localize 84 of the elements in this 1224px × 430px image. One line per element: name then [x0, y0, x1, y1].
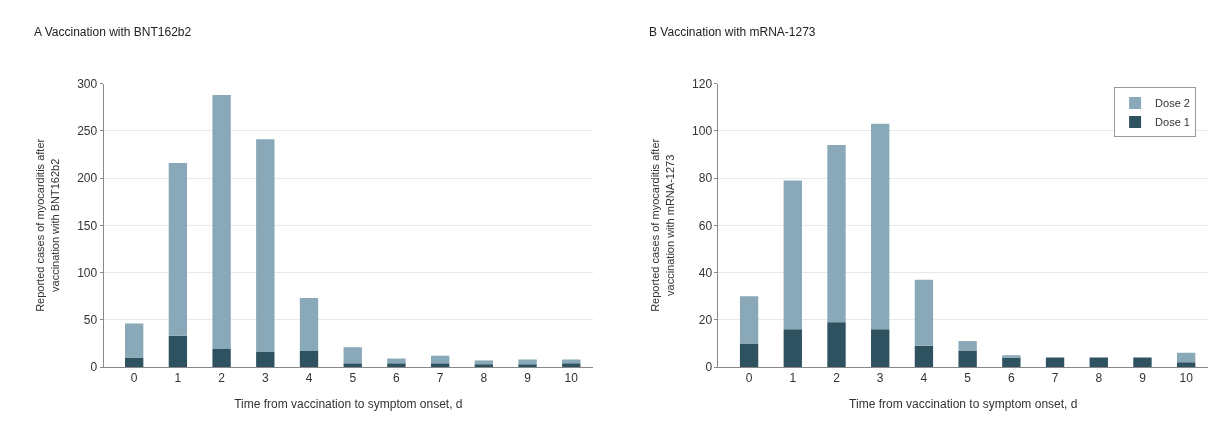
y-tick-label: 250 [77, 124, 98, 139]
bar [518, 359, 537, 365]
y-tick-label: 300 [77, 76, 98, 91]
bar [343, 363, 362, 368]
y-tick-label: 200 [77, 171, 98, 186]
x-tick-label: 4 [305, 371, 313, 386]
x-tick-label: 7 [436, 371, 444, 386]
x-tick-label: 3 [876, 371, 884, 386]
legend-label: Dose 1 [1155, 116, 1190, 129]
y-tick-label: 20 [698, 313, 713, 327]
x-tick-label: 5 [964, 371, 972, 386]
y-tick-label: 40 [698, 265, 713, 280]
x-tick-label: 9 [524, 371, 532, 386]
x-tick-label: 2 [833, 371, 841, 386]
x-tick-label: 1 [174, 371, 182, 386]
x-tick-label: 0 [130, 371, 138, 386]
y-tick-label: 60 [698, 218, 713, 233]
x-tick-label: 0 [745, 371, 753, 386]
legend-label: Dose 2 [1155, 97, 1190, 110]
bar [343, 347, 362, 364]
y-tick-label: 80 [698, 171, 713, 186]
y-axis-title: Reported cases of myocarditis after vaccination with BNT162b2 [34, 138, 61, 312]
bar [387, 363, 406, 368]
bar [783, 180, 802, 330]
bar [958, 350, 977, 368]
bar [168, 335, 188, 368]
bar [562, 359, 581, 364]
bar [518, 364, 537, 368]
bar [474, 360, 494, 365]
x-tick-label: 5 [349, 371, 357, 386]
bar [125, 323, 144, 358]
x-tick-label: 10 [1179, 371, 1194, 386]
y-axis-title: Reported cases of myocarditis after vaccination with mRNA-1273 [649, 138, 676, 312]
x-axis-title: Time from vaccination to symptom onset, d [234, 397, 463, 412]
bar [168, 162, 188, 336]
x-tick-label: 10 [564, 371, 579, 386]
bar [827, 145, 846, 323]
bar [1133, 357, 1152, 368]
y-tick-label: 0 [90, 360, 98, 375]
bar [212, 94, 231, 350]
bar [1045, 357, 1065, 368]
bar [871, 123, 890, 330]
bar [1002, 355, 1021, 358]
y-tick-label: 120 [692, 76, 713, 91]
bar [430, 355, 450, 364]
bar [1089, 357, 1108, 368]
x-tick-label: 9 [1139, 371, 1147, 386]
bar [125, 357, 144, 368]
y-tick-label: 0 [705, 360, 713, 375]
bar [1177, 352, 1196, 363]
y-tick-label: 150 [77, 218, 98, 233]
x-tick-label: 6 [393, 371, 401, 386]
bar [827, 322, 846, 368]
y-tick-label: 100 [77, 265, 98, 280]
y-tick-label: 50 [83, 313, 98, 327]
x-tick-label: 1 [789, 371, 797, 386]
chart-title: B Vaccination with mRNA-1273 [649, 25, 816, 39]
bar [299, 298, 319, 351]
bar [958, 341, 977, 351]
chart-title: A Vaccination with BNT162b2 [34, 25, 192, 39]
bar [1177, 362, 1196, 368]
bar [256, 139, 275, 352]
x-tick-label: 7 [1051, 371, 1059, 386]
x-tick-label: 8 [480, 371, 488, 386]
bar [256, 351, 275, 368]
x-axis-title: Time from vaccination to symptom onset, d [849, 397, 1078, 412]
x-tick-label: 6 [1008, 371, 1015, 386]
bar [430, 363, 450, 368]
x-tick-label: 2 [218, 371, 226, 386]
bar [562, 363, 581, 368]
y-tick-label: 100 [692, 124, 713, 139]
x-tick-label: 8 [1095, 371, 1103, 386]
bar [783, 329, 802, 368]
bar [1002, 357, 1021, 368]
x-tick-label: 3 [261, 371, 269, 386]
bar [871, 329, 890, 368]
x-tick-label: 4 [920, 371, 928, 386]
bar [739, 343, 759, 368]
bar [474, 364, 494, 368]
bar [914, 345, 934, 368]
bar [299, 350, 319, 368]
bar [212, 349, 231, 368]
bar [739, 296, 759, 344]
bar [914, 279, 934, 346]
